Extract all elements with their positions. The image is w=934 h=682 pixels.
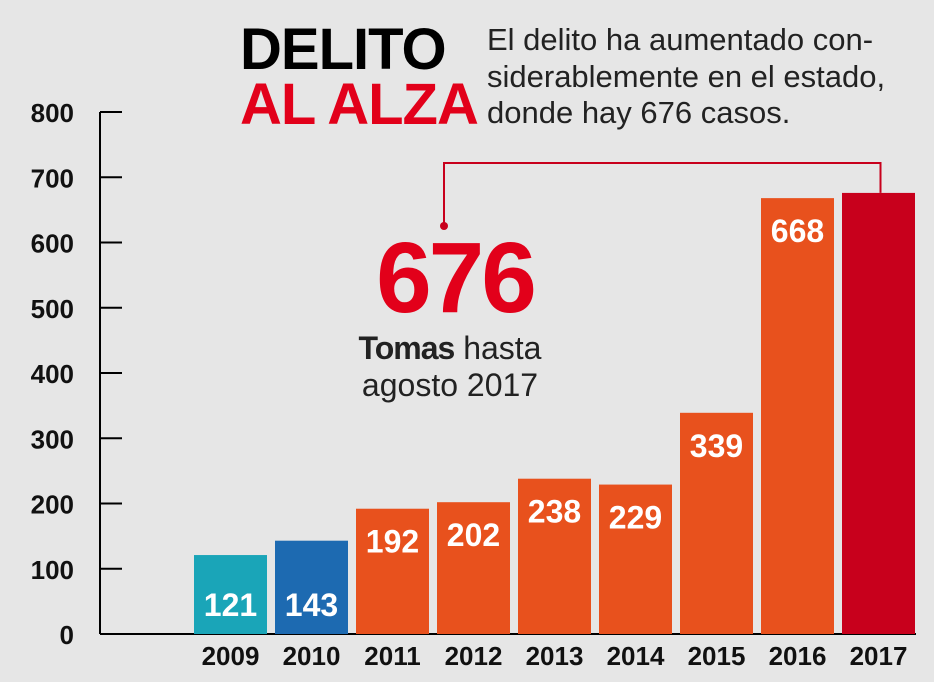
x-tick-label-2011: 2011 <box>364 641 420 671</box>
data-label-2015: 339 <box>690 428 743 464</box>
title-line-2: AL ALZA <box>240 72 479 138</box>
y-tick-label: 400 <box>31 359 74 389</box>
bar-2015 <box>680 412 753 634</box>
subtitle-line-1: El delito ha aumentado con- <box>487 22 874 57</box>
callout-line <box>443 162 882 226</box>
x-tick-label-2013: 2013 <box>526 641 584 671</box>
title-line-1: DELITO <box>240 17 447 82</box>
x-tick-label-2010: 2010 <box>283 641 341 671</box>
y-tick-label: 600 <box>31 229 74 259</box>
x-tick-label-2016: 2016 <box>769 641 827 671</box>
highlight-caption-bold: Tomas <box>358 330 456 366</box>
callout-dot <box>440 222 448 230</box>
subtitle-line-3: donde hay 676 casos. <box>487 95 791 131</box>
data-label-2009: 121 <box>204 587 257 623</box>
bar-2011 <box>356 508 429 634</box>
y-tick-label: 0 <box>60 620 74 650</box>
bar-2009 <box>194 555 267 634</box>
y-tick-label: 100 <box>31 555 74 585</box>
chart-subtitle: El delito ha aumentado con- siderablemen… <box>487 22 927 132</box>
highlight-caption: Tomas hasta agosto 2017 <box>320 330 580 404</box>
subtitle-line-2: siderablemente en el estado, <box>487 58 886 94</box>
highlight-caption-line-2: agosto 2017 <box>361 366 539 403</box>
data-label-2013: 238 <box>528 494 581 530</box>
highlight-caption-rest: hasta <box>463 330 542 366</box>
y-tick-label: 300 <box>31 424 74 454</box>
chart-title: DELITO AL ALZA <box>240 17 479 138</box>
data-label-2012: 202 <box>447 517 500 553</box>
y-tick-label: 800 <box>31 98 74 128</box>
x-tick-label-2014: 2014 <box>607 641 665 671</box>
highlight-number: 676 <box>376 222 537 334</box>
data-label-2014: 229 <box>609 500 662 536</box>
bar-2013 <box>518 478 591 634</box>
x-tick-label-2015: 2015 <box>688 641 746 671</box>
y-tick-label: 700 <box>31 163 74 193</box>
data-label-2016: 668 <box>771 213 824 249</box>
data-label-2010: 143 <box>285 587 338 623</box>
x-tick-label-2012: 2012 <box>445 641 503 671</box>
data-label-2011: 192 <box>366 524 419 560</box>
bar-2010 <box>275 540 348 634</box>
bar-2016 <box>761 198 834 634</box>
bar-2012 <box>437 502 510 634</box>
y-tick-label: 500 <box>31 294 74 324</box>
bar-2017 <box>842 192 915 634</box>
y-tick-label: 200 <box>31 490 74 520</box>
bar-2014 <box>599 484 672 634</box>
x-tick-label-2017: 2017 <box>850 641 908 671</box>
x-tick-label-2009: 2009 <box>202 641 260 671</box>
